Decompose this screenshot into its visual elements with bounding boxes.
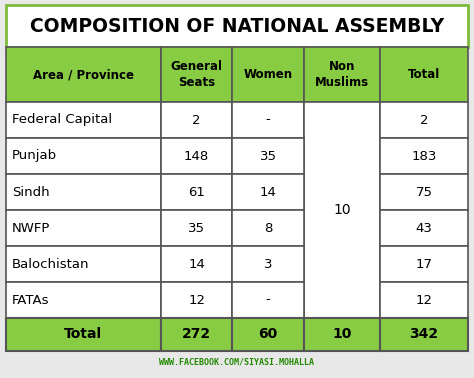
Text: 75: 75 — [416, 186, 433, 198]
Bar — [6, 282, 161, 318]
Text: COMPOSITION OF NATIONAL ASSEMBLY: COMPOSITION OF NATIONAL ASSEMBLY — [30, 17, 444, 36]
Text: 14: 14 — [188, 257, 205, 271]
Text: NWFP: NWFP — [12, 222, 50, 234]
Text: General
Seats: General Seats — [171, 60, 223, 88]
Bar — [161, 246, 232, 282]
Bar — [232, 102, 304, 138]
Text: 148: 148 — [184, 150, 209, 163]
Bar — [232, 174, 304, 210]
Text: 61: 61 — [188, 186, 205, 198]
Text: Balochistan: Balochistan — [12, 257, 90, 271]
Text: 14: 14 — [260, 186, 277, 198]
Bar — [161, 138, 232, 174]
Bar — [232, 282, 304, 318]
Text: 17: 17 — [416, 257, 433, 271]
Bar — [6, 210, 161, 246]
Bar — [161, 210, 232, 246]
Text: -: - — [266, 293, 271, 307]
Text: Total: Total — [408, 68, 440, 81]
Text: Non
Muslims: Non Muslims — [315, 60, 369, 88]
Text: 12: 12 — [416, 293, 433, 307]
Bar — [304, 318, 380, 351]
Text: Total: Total — [64, 327, 102, 341]
Text: Area / Province: Area / Province — [33, 68, 134, 81]
Bar — [6, 174, 161, 210]
Bar — [380, 174, 468, 210]
Text: 43: 43 — [416, 222, 433, 234]
Text: 60: 60 — [258, 327, 278, 341]
Text: 10: 10 — [333, 203, 351, 217]
Bar — [380, 318, 468, 351]
Bar — [6, 138, 161, 174]
Text: Punjab: Punjab — [12, 150, 57, 163]
Bar — [6, 5, 468, 47]
Text: 3: 3 — [264, 257, 273, 271]
Text: 2: 2 — [420, 113, 428, 127]
Text: 8: 8 — [264, 222, 273, 234]
Text: Sindh: Sindh — [12, 186, 50, 198]
Bar — [6, 246, 161, 282]
Bar — [232, 318, 304, 351]
Text: 2: 2 — [192, 113, 201, 127]
Text: Women: Women — [244, 68, 293, 81]
Bar — [161, 102, 232, 138]
Text: -: - — [266, 113, 271, 127]
Text: FATAs: FATAs — [12, 293, 49, 307]
Text: 10: 10 — [332, 327, 352, 341]
Bar — [6, 318, 161, 351]
Bar — [304, 47, 380, 102]
Text: Federal Capital: Federal Capital — [12, 113, 112, 127]
Bar — [161, 318, 232, 351]
Bar — [161, 174, 232, 210]
Bar — [380, 210, 468, 246]
Text: WWW.FACEBOOK.COM/SIYASI.MOHALLA: WWW.FACEBOOK.COM/SIYASI.MOHALLA — [159, 358, 315, 367]
Bar — [380, 282, 468, 318]
Text: 183: 183 — [411, 150, 437, 163]
Text: 35: 35 — [260, 150, 277, 163]
Bar — [161, 282, 232, 318]
Bar — [304, 102, 380, 318]
Bar — [380, 47, 468, 102]
Bar — [232, 47, 304, 102]
Bar — [380, 138, 468, 174]
Bar — [6, 47, 161, 102]
Text: 12: 12 — [188, 293, 205, 307]
Text: 35: 35 — [188, 222, 205, 234]
Bar — [161, 47, 232, 102]
Bar — [6, 351, 468, 373]
Bar — [380, 102, 468, 138]
Text: 272: 272 — [182, 327, 211, 341]
Text: 342: 342 — [410, 327, 438, 341]
Bar — [232, 210, 304, 246]
Bar — [380, 246, 468, 282]
Bar — [232, 138, 304, 174]
Bar — [6, 102, 161, 138]
Bar — [232, 246, 304, 282]
